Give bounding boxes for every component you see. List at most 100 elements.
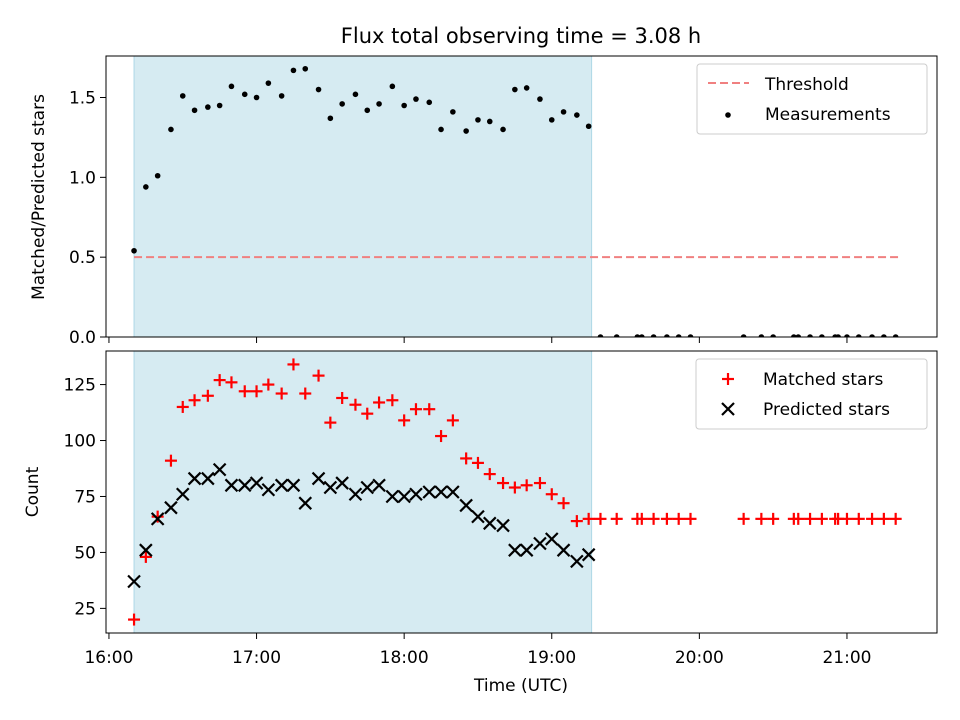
measurement-point: [205, 104, 211, 110]
measurement-point: [597, 334, 604, 337]
measurement-point: [179, 93, 186, 99]
matched-star-point: [545, 488, 558, 501]
predicted-legend-label: Predicted stars: [763, 400, 890, 420]
measurement-point: [438, 126, 444, 133]
measurement-point: [339, 101, 345, 107]
measurement-point: [855, 334, 862, 337]
measurement-point: [131, 247, 137, 254]
measurement-point: [143, 184, 149, 190]
matched-star-point: [866, 512, 879, 525]
matched-star-point: [483, 468, 496, 481]
matched-star-point: [139, 550, 152, 563]
matched-star-point: [792, 512, 805, 525]
predicted-star-point: [175, 487, 190, 502]
measurements-legend-label: Measurements: [765, 105, 891, 125]
predicted-star-point: [139, 543, 153, 557]
predicted-star-point: [533, 536, 547, 551]
measurement-point: [241, 91, 248, 98]
matched-star-point: [324, 416, 337, 429]
matched-star-point: [349, 398, 362, 411]
measurement-point: [523, 85, 530, 91]
bottom-y-tick-label: 100: [64, 432, 96, 452]
measurement-point: [740, 334, 747, 337]
matched-star-point: [188, 394, 201, 407]
measurement-point: [613, 334, 620, 337]
matched-star-point: [647, 512, 660, 525]
matched-star-point: [497, 477, 510, 490]
matched-star-point: [610, 512, 623, 525]
predicted-star-point: [519, 543, 534, 557]
predicted-star-point: [556, 543, 571, 557]
matched-star-point: [312, 369, 325, 382]
measurement-point: [315, 86, 322, 93]
measurement-point: [426, 99, 433, 106]
matched-star-point: [635, 512, 648, 525]
matched-star-point: [471, 456, 484, 469]
measurement-point: [758, 334, 765, 337]
measurement-point: [687, 334, 694, 337]
bottom-points: [127, 358, 902, 626]
predicted-star-point: [201, 471, 215, 486]
matched-star-point: [508, 481, 521, 494]
measurement-point: [413, 96, 419, 102]
matched-star-point: [225, 376, 238, 389]
matched-star-point: [386, 394, 399, 407]
matched-star-point: [755, 512, 768, 525]
measurement-point: [302, 65, 309, 72]
matched-star-point: [570, 515, 583, 528]
matched-star-point: [460, 452, 473, 465]
measurement-point: [401, 102, 407, 109]
matched-star-point: [840, 512, 853, 525]
bottom-y-ticks: 25 50 75 100 125: [64, 376, 106, 619]
measurement-point: [869, 334, 875, 337]
predicted-star-point: [187, 471, 202, 486]
measurement-point: [216, 102, 223, 109]
predicted-star-point: [150, 512, 165, 526]
measurement-point: [892, 334, 899, 337]
predicted-star-point: [286, 478, 301, 493]
top-y-tick-label: 1.0: [69, 168, 96, 188]
x-tick-label: 21:00: [822, 648, 871, 668]
measurement-point: [168, 126, 174, 133]
matched-star-point: [275, 387, 288, 400]
measurement-point: [191, 107, 198, 114]
matched-star-point: [151, 510, 164, 523]
top-panel: 0.0 0.5 1.0 1.5 Matched/Predicted stars Thr…: [29, 55, 938, 348]
matched-star-point: [684, 512, 697, 525]
measurement-point: [265, 80, 272, 86]
predicted-star-point: [581, 547, 596, 562]
measurement-point: [475, 117, 481, 123]
measurement-point: [376, 101, 382, 107]
matched-star-point: [238, 385, 251, 398]
threshold-legend-label: Threshold: [764, 75, 849, 95]
matched-star-point: [287, 358, 300, 371]
measurement-point: [463, 128, 469, 134]
matched-star-point: [533, 477, 546, 490]
matched-star-point: [299, 387, 312, 400]
predicted-star-point: [385, 489, 400, 504]
measurement-point: [675, 334, 682, 337]
measurement-point: [512, 86, 518, 93]
bottom-y-axis-label: Count: [23, 466, 43, 517]
top-y-tick-label: 0.0: [69, 328, 96, 348]
matched-star-point: [557, 497, 570, 510]
matched-star-point: [409, 403, 422, 416]
bottom-y-tick-label: 25: [74, 599, 96, 619]
predicted-star-point: [409, 487, 423, 502]
matched-star-point: [435, 430, 448, 443]
measurement-point: [835, 334, 841, 337]
matched-star-point: [672, 512, 685, 525]
measurement-point: [450, 109, 456, 115]
matched-star-point: [737, 512, 750, 525]
measurement-point: [253, 94, 260, 101]
top-axes-frame: [105, 55, 938, 338]
measurement-point: [585, 123, 592, 130]
predicted-star-point: [397, 489, 411, 504]
measurement-point: [638, 334, 645, 337]
x-axis-label: Time (UTC): [473, 676, 568, 696]
measurement-point: [795, 334, 802, 337]
chart-title: Flux total observing time = 3.08 h: [341, 24, 701, 48]
matched-star-point: [201, 389, 214, 402]
measurement-point: [560, 109, 567, 115]
matched-star-point: [361, 407, 374, 420]
